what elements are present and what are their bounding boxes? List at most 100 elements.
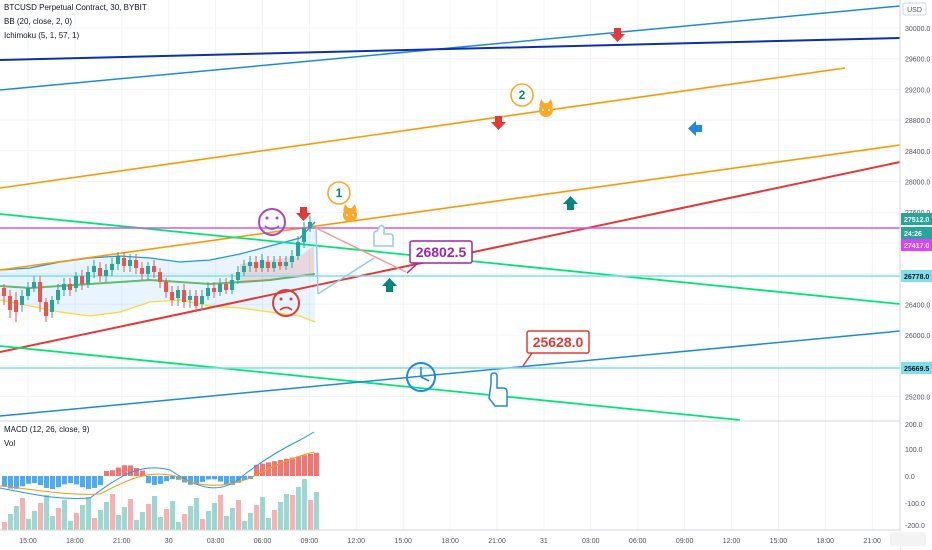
time-axis-bg[interactable] [0, 530, 900, 550]
volume-bar [170, 501, 175, 530]
candle-body[interactable] [38, 282, 42, 302]
candle-body[interactable] [272, 262, 276, 268]
candle-body[interactable] [14, 300, 18, 312]
hand-thumb-icon[interactable] [373, 224, 394, 247]
green-trendline-lower[interactable] [0, 345, 741, 421]
trend-lines[interactable] [0, 5, 901, 421]
candle-body[interactable] [170, 292, 174, 300]
macd-bar [56, 476, 61, 488]
candle-body[interactable] [2, 288, 6, 296]
candle-body[interactable] [158, 272, 162, 282]
candle-body[interactable] [176, 290, 180, 298]
candle-body[interactable] [188, 296, 192, 300]
candle-body[interactable] [152, 266, 156, 272]
candle-body[interactable] [308, 222, 312, 228]
candle-body[interactable] [104, 270, 108, 276]
time-tick-label: 03:00 [582, 538, 600, 545]
candle-body[interactable] [26, 288, 30, 296]
arrow-down-icon[interactable] [610, 28, 625, 42]
candle-body[interactable] [86, 272, 90, 284]
arrow-up-icon[interactable] [382, 278, 397, 292]
candle-body[interactable] [218, 284, 222, 292]
smile-face-icon[interactable] [258, 208, 286, 236]
symbol-legend[interactable]: BTCUSD Perpetual Contract, 30, BYBIT [4, 3, 147, 12]
macd-bar [290, 457, 295, 476]
candle-body[interactable] [236, 272, 240, 280]
candle-body[interactable] [56, 290, 60, 300]
vol-legend[interactable]: Vol [4, 439, 16, 448]
candle-body[interactable] [80, 276, 84, 284]
bb-legend[interactable]: BB (20, close, 2, 0) [4, 17, 73, 26]
macd-bar [296, 456, 301, 476]
candle-body[interactable] [266, 262, 270, 268]
hand-pointer-icon[interactable] [488, 372, 508, 407]
macd-bar [110, 470, 115, 476]
projection-arrow-blue[interactable] [315, 227, 319, 295]
arrow-left-icon[interactable] [688, 121, 702, 136]
time-tick-label: 03:00 [207, 538, 225, 545]
candle-body[interactable] [122, 258, 126, 266]
candle-body[interactable] [290, 256, 294, 262]
candle-body[interactable] [20, 296, 24, 305]
candle-body[interactable] [296, 242, 300, 256]
candle-body[interactable] [284, 262, 288, 266]
sad-face-icon[interactable] [272, 289, 300, 317]
arrow-up-icon[interactable] [563, 196, 578, 210]
cat-icon-2[interactable] [539, 99, 553, 117]
candle-body[interactable] [206, 288, 210, 296]
candle-body[interactable] [116, 256, 120, 264]
candle-body[interactable] [254, 262, 258, 268]
candle-body[interactable] [146, 266, 150, 274]
macd-bar [164, 476, 169, 482]
clock-icon[interactable] [406, 362, 436, 392]
candle-body[interactable] [110, 264, 114, 270]
price-tick-label: 29600.0 [905, 57, 930, 64]
macd-bar [158, 476, 163, 484]
candle-body[interactable] [200, 296, 204, 304]
candle-body[interactable] [74, 276, 78, 288]
candle-body[interactable] [68, 284, 72, 290]
candle-body[interactable] [44, 302, 48, 316]
candle-body[interactable] [50, 300, 54, 312]
arrow-down-icon[interactable] [296, 207, 311, 221]
candle-body[interactable] [8, 296, 12, 310]
candle-body[interactable] [98, 268, 102, 276]
marker-1[interactable]: 1 [327, 181, 351, 205]
candle-body[interactable] [242, 266, 246, 272]
candle-body[interactable] [164, 282, 168, 292]
candle-body[interactable] [194, 296, 198, 306]
candle-body[interactable] [230, 280, 234, 290]
volume-bar [290, 495, 295, 530]
currency-button[interactable] [902, 2, 927, 16]
candle-body[interactable] [92, 266, 96, 272]
callout-26802[interactable]: 26802.5 [406, 240, 473, 274]
macd-legend[interactable]: MACD (12, 26, close, 9) [4, 425, 90, 434]
candle-body[interactable] [182, 290, 186, 302]
blue-trendline-lower[interactable] [0, 330, 901, 417]
candle-body[interactable] [140, 268, 144, 274]
callout-25628[interactable]: 25628.0 [522, 330, 590, 367]
candle-body[interactable] [212, 288, 216, 292]
projection-arrow-blue-2[interactable] [317, 257, 375, 295]
candle-body[interactable] [302, 228, 306, 242]
ichimoku-legend[interactable]: Ichimoku (5, 1, 57, 1) [4, 31, 80, 40]
arrow-down-icon[interactable] [491, 116, 506, 130]
candle-body[interactable] [128, 260, 132, 266]
candle-body[interactable] [278, 262, 282, 266]
candle-body[interactable] [260, 260, 264, 268]
orange-trendline-lower[interactable] [0, 144, 901, 271]
candle-body[interactable] [32, 282, 36, 288]
candle-body[interactable] [248, 262, 252, 266]
navy-trendline[interactable] [0, 37, 901, 61]
candle-body[interactable] [134, 260, 138, 268]
marker-2[interactable]: 2 [510, 83, 534, 107]
projection-arrow-red[interactable] [315, 227, 407, 273]
candlesticks[interactable] [2, 216, 312, 322]
candle-body[interactable] [62, 284, 66, 290]
candle-body[interactable] [224, 284, 228, 290]
orange-trendline-upper[interactable] [0, 67, 846, 189]
volume-bar [212, 503, 217, 530]
cat-icon-1[interactable] [343, 204, 357, 222]
volume-bar [224, 516, 229, 530]
